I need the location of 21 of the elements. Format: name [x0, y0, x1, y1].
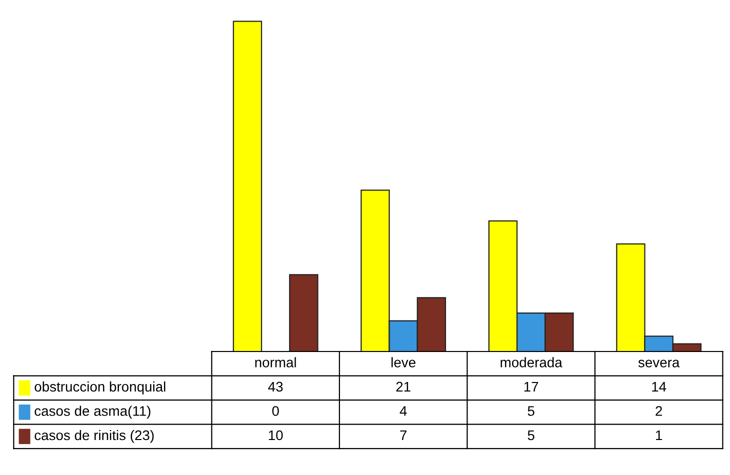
x-tick-label: normal [255, 357, 296, 368]
data-label: 2 [656, 406, 662, 416]
data-label: 4 [400, 406, 407, 416]
data-label: 1 [656, 430, 662, 440]
data-label: 10 [268, 430, 283, 440]
data-label: 21 [396, 382, 410, 392]
x-tick-label: leve [392, 357, 416, 368]
legend-label: casos de asma(11) [34, 406, 150, 419]
bar [289, 274, 318, 352]
data-label: 5 [528, 406, 534, 416]
x-tick-label: severa [638, 360, 680, 368]
legend-label: obstruccion bronquial [34, 381, 166, 394]
data-label: 14 [652, 382, 666, 392]
data-label: 0 [272, 406, 279, 416]
bar [232, 20, 262, 352]
data-label: 5 [528, 430, 534, 440]
data-label: 7 [400, 430, 406, 440]
data-label: 17 [524, 382, 538, 392]
x-tick-label: moderada [500, 357, 562, 368]
data-label: 43 [268, 382, 283, 392]
legend-label: casos de rinitis (23) [34, 430, 154, 443]
